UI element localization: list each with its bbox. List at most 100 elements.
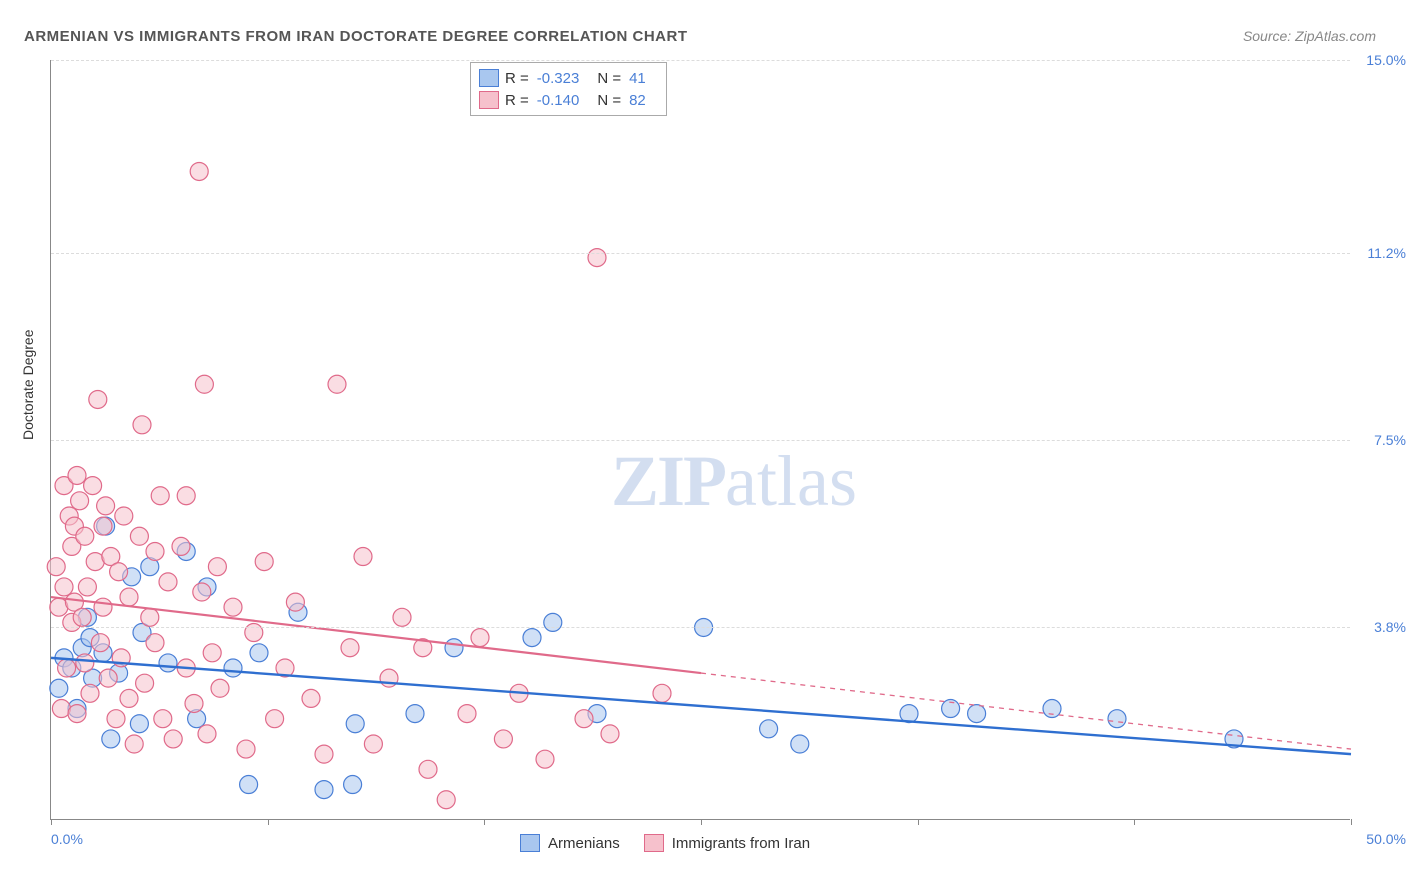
legend-swatch [479, 91, 499, 109]
legend-label: Immigrants from Iran [672, 835, 810, 852]
chart-title: ARMENIAN VS IMMIGRANTS FROM IRAN DOCTORA… [24, 28, 688, 45]
legend-stat-label: N = [597, 70, 621, 87]
data-point [102, 730, 120, 748]
legend-swatch [520, 834, 540, 852]
data-point [141, 608, 159, 626]
data-point [68, 705, 86, 723]
data-point [71, 492, 89, 510]
data-point [84, 477, 102, 495]
x-tick-mark [484, 819, 485, 825]
data-point [224, 659, 242, 677]
legend-n-value: 82 [629, 92, 646, 109]
data-point [130, 527, 148, 545]
legend-swatch [479, 69, 499, 87]
data-point [120, 588, 138, 606]
data-point [523, 629, 541, 647]
data-point [302, 689, 320, 707]
data-point [211, 679, 229, 697]
data-point [195, 375, 213, 393]
x-tick-mark [268, 819, 269, 825]
data-point [237, 740, 255, 758]
data-point [177, 487, 195, 505]
data-point [328, 375, 346, 393]
data-point [89, 390, 107, 408]
legend-label: Armenians [548, 835, 620, 852]
x-tick-mark [1351, 819, 1352, 825]
data-point [354, 548, 372, 566]
data-point [346, 715, 364, 733]
data-point [198, 725, 216, 743]
data-point [76, 654, 94, 672]
x-tick-label: 0.0% [51, 831, 83, 847]
data-point [125, 735, 143, 753]
correlation-legend: R =-0.323N =41R =-0.140N =82 [470, 62, 667, 116]
data-point [55, 578, 73, 596]
data-point [791, 735, 809, 753]
data-point [185, 694, 203, 712]
data-point [208, 558, 226, 576]
x-tick-mark [701, 819, 702, 825]
data-point [494, 730, 512, 748]
data-point [344, 776, 362, 794]
data-point [575, 710, 593, 728]
data-point [544, 613, 562, 631]
gridline [51, 440, 1350, 441]
data-point [203, 644, 221, 662]
legend-r-value: -0.140 [537, 92, 580, 109]
data-point [146, 634, 164, 652]
source-attribution: Source: ZipAtlas.com [1243, 28, 1376, 44]
legend-row: R =-0.323N =41 [479, 67, 658, 89]
data-point [445, 639, 463, 657]
data-point [255, 553, 273, 571]
data-point [172, 537, 190, 555]
data-point [73, 608, 91, 626]
data-point [653, 684, 671, 702]
data-point [406, 705, 424, 723]
data-point [364, 735, 382, 753]
data-point [266, 710, 284, 728]
legend-swatch [644, 834, 664, 852]
data-point [81, 684, 99, 702]
data-point [190, 162, 208, 180]
data-point [315, 781, 333, 799]
data-point [240, 776, 258, 794]
gridline [51, 60, 1350, 61]
data-point [136, 674, 154, 692]
legend-r-value: -0.323 [537, 70, 580, 87]
data-point [58, 659, 76, 677]
data-point [78, 578, 96, 596]
data-point [193, 583, 211, 601]
y-axis-label: Doctorate Degree [20, 329, 36, 440]
data-point [968, 705, 986, 723]
data-point [393, 608, 411, 626]
data-point [315, 745, 333, 763]
data-point [341, 639, 359, 657]
plot-area: ZIPatlas 3.8%7.5%11.2%15.0%0.0%50.0% [50, 60, 1350, 820]
data-point [245, 624, 263, 642]
data-point [250, 644, 268, 662]
data-point [146, 542, 164, 560]
gridline [51, 253, 1350, 254]
data-point [107, 710, 125, 728]
data-point [94, 517, 112, 535]
legend-stat-label: R = [505, 70, 529, 87]
data-point [133, 416, 151, 434]
data-point [588, 249, 606, 267]
data-point [91, 634, 109, 652]
legend-stat-label: R = [505, 92, 529, 109]
y-tick-label: 7.5% [1374, 432, 1406, 448]
data-point [94, 598, 112, 616]
data-point [1043, 700, 1061, 718]
data-point [99, 669, 117, 687]
data-point [68, 466, 86, 484]
legend-row: R = -0.140 N = 82 [479, 89, 658, 111]
data-point [120, 689, 138, 707]
data-point [97, 497, 115, 515]
legend-stat-label: N = [597, 92, 621, 109]
data-point [47, 558, 65, 576]
data-point [151, 487, 169, 505]
data-point [601, 725, 619, 743]
legend-item: Immigrants from Iran [644, 834, 810, 852]
x-tick-mark [918, 819, 919, 825]
data-point [76, 527, 94, 545]
